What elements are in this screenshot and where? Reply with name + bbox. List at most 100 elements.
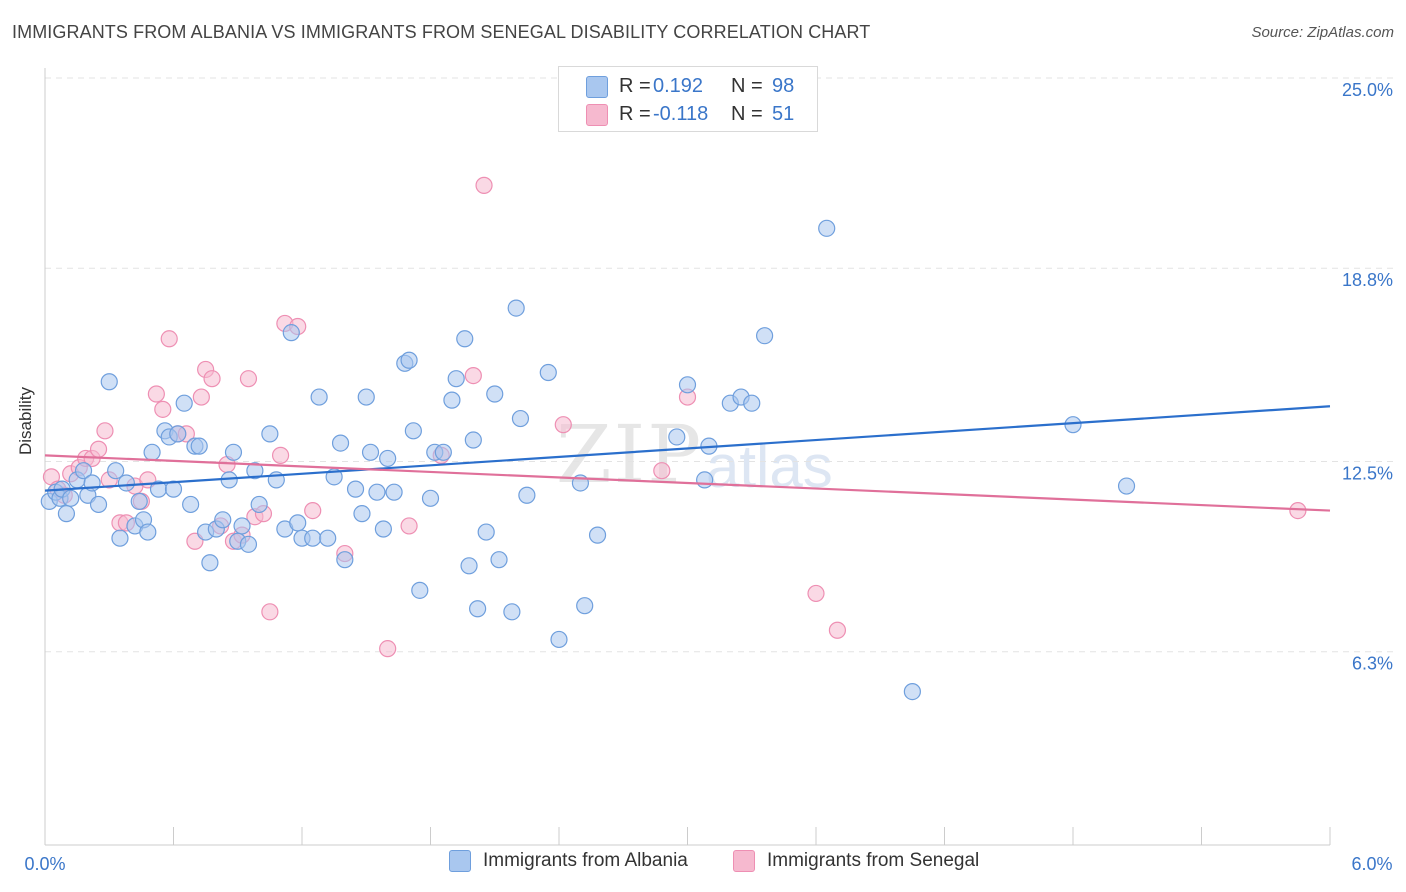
point-albania xyxy=(175,394,193,412)
point-albania xyxy=(368,483,386,501)
point-albania xyxy=(400,351,418,369)
legend-swatch-albania xyxy=(449,850,471,872)
point-albania xyxy=(331,434,350,452)
point-albania xyxy=(74,462,93,480)
point-albania xyxy=(336,551,354,569)
point-senegal xyxy=(379,640,397,658)
point-albania xyxy=(111,529,129,547)
point-albania xyxy=(289,514,307,532)
point-albania xyxy=(201,554,219,572)
point-albania xyxy=(404,422,422,440)
point-albania xyxy=(224,443,243,461)
point-senegal xyxy=(1289,501,1307,520)
point-albania xyxy=(385,483,403,501)
point-albania xyxy=(130,492,148,510)
point-albania xyxy=(456,330,474,348)
legend-label-senegal: Immigrants from Senegal xyxy=(767,850,980,871)
legend-item-senegal[interactable]: Immigrants from Senegal xyxy=(733,850,979,872)
grid-lines xyxy=(45,77,1395,653)
source-credit: Source: ZipAtlas.com xyxy=(1251,24,1394,41)
point-albania xyxy=(379,449,397,468)
tick-labels: 6.3% 12.5% 18.8% 25.0% 0.0% 6.0% xyxy=(24,80,1393,874)
point-albania xyxy=(507,299,525,317)
point-albania xyxy=(233,517,251,535)
point-senegal xyxy=(271,446,290,464)
trend-line-senegal xyxy=(44,454,1331,512)
y-tick-label: 6.3% xyxy=(1352,654,1393,674)
point-albania xyxy=(310,388,328,406)
legend-swatch-albania xyxy=(586,76,608,98)
legend-swatch-senegal xyxy=(733,850,755,872)
legend-r-label: R = xyxy=(619,74,651,97)
point-albania xyxy=(434,443,452,461)
point-albania xyxy=(477,523,495,541)
point-senegal xyxy=(554,416,572,434)
point-senegal xyxy=(400,517,418,535)
point-albania xyxy=(357,388,375,406)
point-albania xyxy=(374,520,392,538)
point-albania xyxy=(62,489,80,507)
point-albania xyxy=(464,431,482,449)
point-albania xyxy=(421,489,440,507)
point-senegal xyxy=(261,603,279,621)
point-albania xyxy=(246,462,264,480)
series-albania-points xyxy=(40,219,1136,701)
y-tick-label: 12.5% xyxy=(1342,464,1393,484)
point-albania xyxy=(518,486,536,504)
point-albania xyxy=(511,409,530,428)
point-albania xyxy=(469,600,487,618)
point-albania xyxy=(443,391,461,409)
point-albania xyxy=(576,597,594,615)
legend-r-label: R = xyxy=(619,102,651,125)
point-albania xyxy=(190,437,208,455)
point-senegal xyxy=(828,621,847,639)
point-senegal xyxy=(203,370,221,388)
point-senegal xyxy=(96,422,114,440)
point-albania xyxy=(903,682,921,701)
point-albania xyxy=(304,529,322,547)
point-albania xyxy=(743,394,761,412)
point-albania xyxy=(550,630,568,649)
point-albania xyxy=(139,523,157,541)
point-albania xyxy=(107,462,125,480)
point-senegal xyxy=(239,370,258,388)
point-albania xyxy=(89,495,108,514)
point-albania xyxy=(411,581,429,599)
point-senegal xyxy=(89,440,108,458)
point-senegal xyxy=(807,584,825,603)
point-senegal xyxy=(653,462,671,480)
trend-lines xyxy=(44,405,1331,512)
legend-row-senegal: R = -0.118 N = 51 xyxy=(559,101,817,127)
point-senegal xyxy=(147,385,165,403)
point-albania xyxy=(668,428,686,446)
legend-item-albania[interactable]: Immigrants from Albania xyxy=(449,850,688,872)
point-albania xyxy=(239,535,258,553)
point-albania xyxy=(250,495,268,514)
point-albania xyxy=(261,425,279,443)
legend-n-value: 98 xyxy=(772,74,795,97)
point-albania xyxy=(588,526,607,544)
y-tick-label: 18.8% xyxy=(1342,270,1393,290)
point-albania xyxy=(755,327,774,345)
point-albania xyxy=(1117,477,1136,495)
point-albania xyxy=(57,505,76,523)
legend-n-label: N = xyxy=(731,74,763,97)
point-albania xyxy=(353,505,371,523)
point-albania xyxy=(319,529,337,547)
point-albania xyxy=(143,443,161,461)
point-albania xyxy=(182,495,200,514)
legend-label-albania: Immigrants from Albania xyxy=(483,850,688,871)
point-albania xyxy=(486,385,504,403)
legend-row-albania: R = 0.192 N = 98 xyxy=(559,73,817,99)
y-axis-title: Disability xyxy=(16,386,35,455)
point-senegal xyxy=(154,400,172,418)
point-albania xyxy=(818,219,836,237)
point-albania xyxy=(346,480,365,498)
chart-title: IMMIGRANTS FROM ALBANIA VS IMMIGRANTS FR… xyxy=(12,22,871,42)
point-senegal xyxy=(464,366,482,385)
point-albania xyxy=(447,370,465,388)
legend-n-value: 51 xyxy=(772,102,795,125)
point-albania xyxy=(696,471,714,489)
legend-swatch-senegal xyxy=(586,104,608,126)
